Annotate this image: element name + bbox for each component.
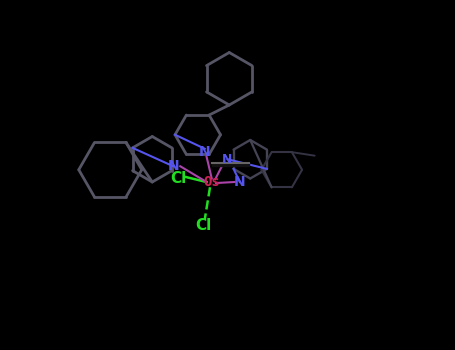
- Text: N: N: [199, 145, 211, 159]
- Text: Cl: Cl: [170, 171, 187, 186]
- Text: Os: Os: [203, 175, 220, 189]
- Text: N: N: [167, 159, 179, 173]
- Text: Cl: Cl: [195, 218, 211, 233]
- Text: N: N: [222, 153, 233, 166]
- Text: N: N: [234, 175, 246, 189]
